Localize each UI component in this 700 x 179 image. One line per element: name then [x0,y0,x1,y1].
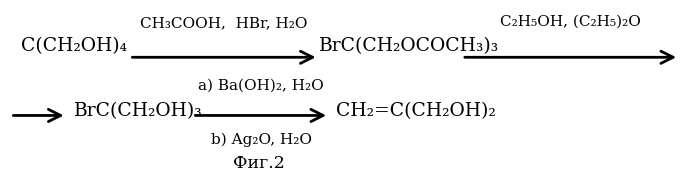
Text: Фиг.2: Фиг.2 [233,155,285,172]
Text: b) Ag₂O, H₂O: b) Ag₂O, H₂O [211,132,312,147]
Text: BrC(CH₂OCOCH₃)₃: BrC(CH₂OCOCH₃)₃ [318,38,498,55]
Text: C₂H₅OH, (C₂H₅)₂O: C₂H₅OH, (C₂H₅)₂O [500,14,641,28]
Text: BrC(CH₂OH)₃: BrC(CH₂OH)₃ [74,102,202,120]
Text: CH₂=C(CH₂OH)₂: CH₂=C(CH₂OH)₂ [336,102,496,120]
Text: CH₃COOH,  HBr, H₂O: CH₃COOH, HBr, H₂O [140,16,308,30]
Text: C(CH₂OH)₄: C(CH₂OH)₄ [21,38,127,55]
Text: a) Ba(OH)₂, H₂O: a) Ba(OH)₂, H₂O [198,79,324,93]
